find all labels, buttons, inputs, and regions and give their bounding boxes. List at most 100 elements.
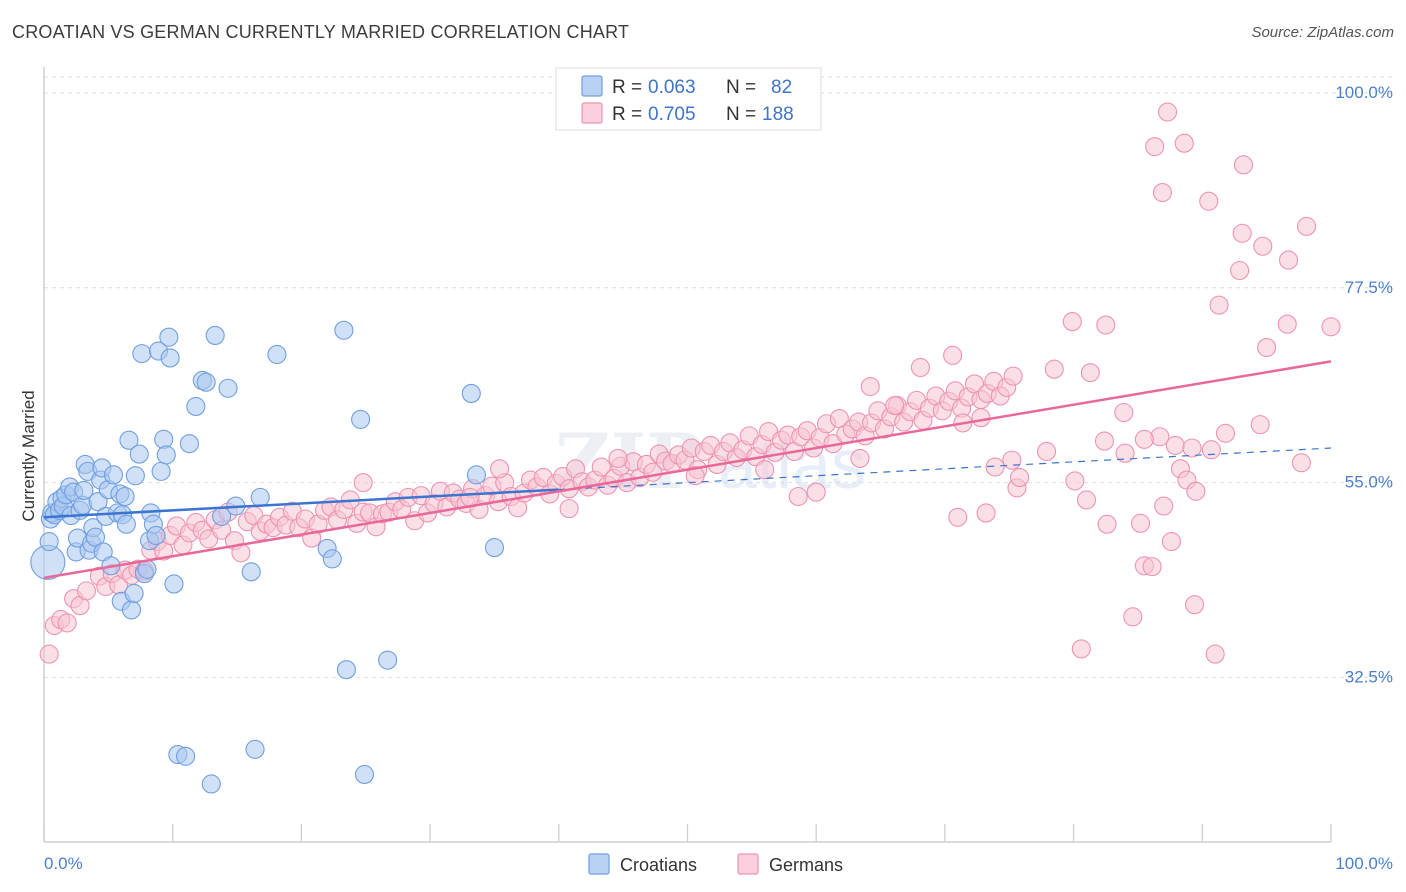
german-point: [1215, 423, 1236, 443]
croatians-r-value: 0.063: [648, 77, 696, 98]
german-point: [1154, 496, 1174, 516]
croatian-point: [125, 466, 145, 486]
german-point: [910, 357, 930, 378]
croatian-point: [245, 739, 265, 759]
croatian-point: [119, 430, 139, 450]
german-point: [685, 466, 705, 486]
croatian-point: [88, 492, 108, 512]
german-point: [591, 457, 611, 477]
croatian-point: [137, 559, 157, 579]
chart-title: CROATIAN VS GERMAN CURRENTLY MARRIED COR…: [12, 22, 630, 42]
series-croatians: [30, 320, 505, 794]
gridlines: [44, 76, 1393, 678]
croatian-point: [39, 531, 59, 552]
croatian-point: [466, 465, 486, 485]
legend-croatians-label: Croatians: [620, 855, 697, 875]
german-point: [1071, 639, 1091, 659]
series-germans: [39, 102, 1341, 664]
german-point: [76, 581, 97, 601]
legend-croatians-swatch: [588, 853, 610, 875]
german-point: [1094, 431, 1115, 451]
croatian-point: [351, 409, 371, 429]
german-point: [1185, 595, 1205, 615]
german-point: [460, 487, 480, 507]
croatian-point: [74, 480, 94, 500]
croatian-point: [85, 527, 106, 547]
croatian-point: [205, 325, 225, 345]
german-point: [1277, 314, 1297, 334]
german-point: [1199, 191, 1219, 211]
german-point: [1115, 443, 1135, 463]
german-point: [1062, 312, 1082, 332]
german-point: [1182, 438, 1202, 458]
y-tick-label-1: 55.0%: [1345, 473, 1393, 492]
croatians-trend-line: [43, 488, 559, 519]
german-point: [1209, 295, 1229, 315]
german-point: [490, 459, 510, 479]
german-point: [1096, 315, 1116, 335]
german-point: [948, 507, 968, 527]
german-point: [1174, 133, 1194, 153]
german-point: [755, 460, 775, 480]
croatian-point: [151, 461, 171, 481]
german-point: [1230, 260, 1250, 281]
croatian-point: [484, 538, 505, 558]
german-point: [1003, 366, 1023, 386]
y-tick-label-0: 32.5%: [1345, 667, 1393, 686]
german-point: [1165, 435, 1185, 455]
germans-n-label: N =: [726, 104, 756, 125]
croatian-point: [121, 600, 142, 620]
x-ticks: [43, 824, 1332, 842]
german-point: [976, 503, 996, 523]
croatian-point: [196, 372, 216, 392]
croatian-point: [146, 525, 166, 546]
croatians-r-label: R =: [612, 77, 642, 98]
croatian-point: [176, 746, 196, 766]
german-point: [985, 457, 1005, 477]
german-point: [1186, 481, 1206, 501]
croatian-point: [164, 574, 184, 594]
croatian-point: [132, 344, 152, 364]
german-point: [943, 345, 963, 365]
croatians-swatch: [581, 75, 603, 97]
german-point: [1158, 102, 1178, 122]
german-point: [353, 473, 373, 493]
german-point: [1065, 471, 1085, 491]
german-point: [1097, 514, 1117, 534]
german-point: [1291, 453, 1311, 473]
croatian-point: [241, 562, 261, 582]
legend-germans-label: Germans: [769, 855, 843, 875]
croatian-point: [159, 327, 179, 347]
german-point: [1009, 467, 1030, 487]
y-axis-label: Currently Married: [19, 390, 38, 521]
german-point: [1123, 607, 1143, 627]
croatian-point: [115, 486, 135, 507]
croatian-point: [103, 465, 124, 485]
croatian-point: [334, 320, 354, 340]
croatian-point: [124, 583, 144, 604]
german-point: [57, 613, 77, 633]
croatian-point: [218, 378, 238, 398]
croatian-point: [378, 650, 398, 670]
croatian-point: [336, 660, 356, 680]
german-point: [1257, 338, 1277, 358]
german-point: [1278, 250, 1299, 270]
german-point: [1253, 236, 1273, 256]
y-tick-label-3: 100.0%: [1335, 83, 1393, 102]
german-point: [608, 448, 628, 468]
german-point: [885, 396, 905, 416]
german-point: [1205, 644, 1225, 664]
german-point: [1233, 155, 1254, 175]
german-point: [1130, 513, 1151, 533]
german-point: [1232, 223, 1252, 243]
german-point: [1161, 531, 1181, 552]
german-point: [1002, 450, 1022, 470]
germans-r-label: R =: [612, 104, 642, 125]
german-point: [1080, 363, 1100, 383]
croatian-point: [179, 434, 199, 454]
german-point: [1321, 317, 1341, 337]
german-point: [1142, 557, 1162, 577]
german-point: [1114, 402, 1134, 423]
source-credit: Source: ZipAtlas.com: [1251, 24, 1394, 41]
croatian-point: [116, 514, 136, 534]
